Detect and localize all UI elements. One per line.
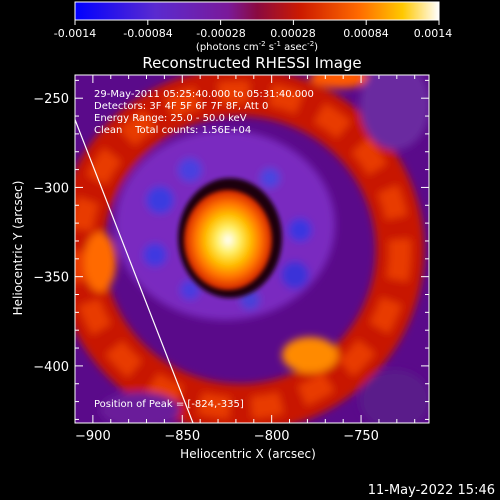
colorbar [74,1,440,21]
colorbar-tick-label: 0.0014 [414,27,453,40]
x-tick-label: −850 [164,429,200,444]
y-axis-label: Heliocentric Y (arcsec) [11,181,25,316]
axes: −900 −850 −800 −750 −250 −300 −350 −400 [33,75,429,444]
annotation-peak-position: Position of Peak = [-824,-335] [94,399,244,410]
solar-limb-line [74,119,194,424]
colorbar-units: (photons cm-2 s-1 asec-2) [196,40,318,53]
x-tick-label: −900 [75,429,111,444]
y-tick-label: −350 [33,271,69,286]
colorbar-tick-label: -0.00028 [196,27,245,40]
x-tick-label: −750 [343,429,379,444]
annotation-detectors: Detectors: 3F 4F 5F 6F 7F 8F, Att 0 [94,101,268,112]
y-tick-label: −250 [33,92,69,107]
colorbar-tick-label: -0.00084 [123,27,172,40]
chart-title: Reconstructed RHESSI Image [142,54,361,72]
colorbar-ticks [74,20,440,25]
colorbar-tick-label: -0.0014 [54,27,96,40]
annotation-counts: Clean Total counts: 1.56E+04 [94,125,251,136]
annotation-energy-range: Energy Range: 25.0 - 50.0 keV [94,113,247,124]
x-axis-label: Heliocentric X (arcsec) [180,447,316,461]
footer-timestamp: 11-May-2022 15:46 [368,483,495,498]
y-tick-label: −300 [33,181,69,196]
plot-frame [74,74,430,424]
x-tick-label: −800 [254,429,290,444]
annotation-time-range: 29-May-2011 05:25:40.000 to 05:31:40.000 [94,89,314,100]
y-tick-label: −400 [33,360,69,375]
colorbar-tick-label: 0.00028 [270,27,316,40]
heatmap-image [75,75,429,423]
colorbar-tick-label: 0.00084 [343,27,389,40]
